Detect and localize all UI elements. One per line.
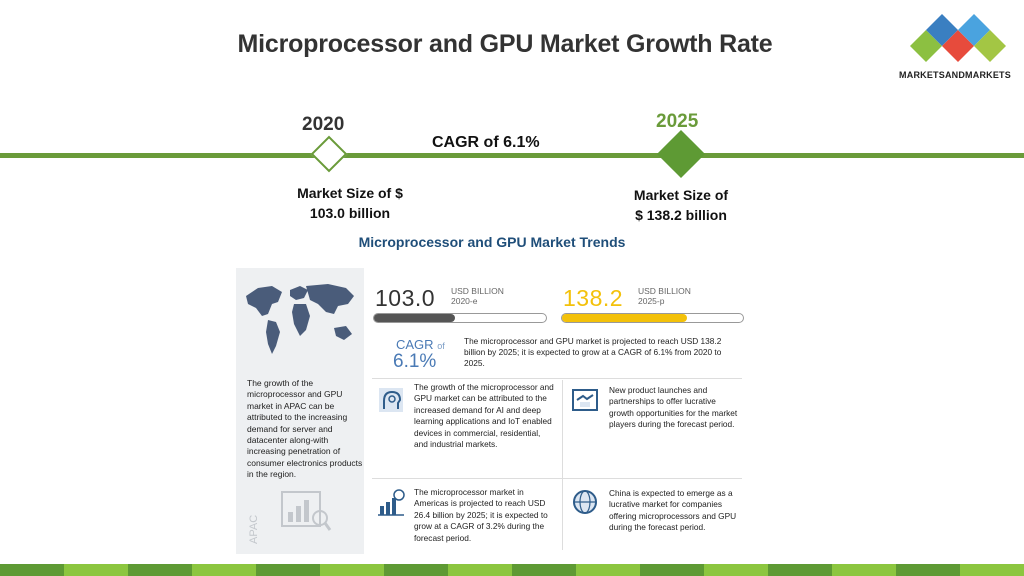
apac-chart-icon [281, 491, 332, 531]
growth-bar-icon [378, 489, 405, 516]
value-2025: 138.2 [563, 285, 624, 311]
apac-description: The growth of the microprocessor and GPU… [247, 378, 363, 480]
market-size-2020: Market Size of $ 103.0 billion [270, 183, 430, 223]
market-size-2025-line2: $ 138.2 billion [635, 207, 727, 223]
strip-segment [320, 564, 384, 576]
market-size-2025-line1: Market Size of [633, 187, 729, 203]
ai-head-icon [379, 388, 403, 412]
progress-bar-2020 [373, 313, 547, 323]
progress-fill-2020 [374, 314, 455, 322]
cagr-value: 6.1% [393, 351, 437, 372]
strip-segment [64, 564, 128, 576]
strip-segment [960, 564, 1024, 576]
strip-segment [704, 564, 768, 576]
strip-segment [448, 564, 512, 576]
card-partnerships-text: New product launches and partnerships to… [609, 385, 738, 430]
strip-segment [384, 564, 448, 576]
strip-segment [192, 564, 256, 576]
market-size-2020-line2: 103.0 billion [309, 205, 391, 221]
logo-brand-text: MARKETSANDMARKETS [899, 70, 1011, 80]
unit-2020-line1: USD BILLION [451, 286, 504, 296]
divider-horizontal-middle [372, 478, 742, 479]
marketsandmarkets-logo [910, 14, 1006, 62]
logo-diamond-green-right [974, 30, 1006, 62]
strip-segment [128, 564, 192, 576]
progress-bar-2025 [561, 313, 744, 323]
strip-segment [256, 564, 320, 576]
bottom-color-strip [0, 564, 1024, 576]
strip-segment [0, 564, 64, 576]
card-ai-text: The growth of the microprocessor and GPU… [414, 382, 554, 450]
value-2020: 103.0 [375, 285, 436, 311]
handshake-icon [572, 389, 598, 411]
projection-text: The microprocessor and GPU market is pro… [464, 336, 722, 368]
strip-segment [768, 564, 832, 576]
cagr-of: of [437, 341, 445, 351]
market-size-2025: Market Size of $ 138.2 billion [606, 185, 756, 225]
apac-label: APAC [248, 514, 260, 544]
timeline-marker-2020 [310, 135, 348, 173]
world-map-icon [246, 284, 354, 354]
strip-segment [576, 564, 640, 576]
strip-segment [896, 564, 960, 576]
slide-title: Microprocessor and GPU Market Growth Rat… [237, 30, 773, 58]
trends-infographic: Microprocessor and GPU Market Trends The… [236, 230, 748, 554]
cagr-word: CAGR [396, 337, 434, 352]
unit-2025-line2: 2025-p [638, 296, 665, 306]
divider-horizontal-top [372, 378, 742, 379]
strip-segment [832, 564, 896, 576]
unit-2020-line2: 2020-e [451, 296, 478, 306]
strip-segment [640, 564, 704, 576]
strip-segment [512, 564, 576, 576]
year-2025-label: 2025 [656, 111, 699, 132]
unit-2020: USD BILLION 2020-e [451, 286, 504, 306]
card-americas-text: The microprocessor market in Americas is… [414, 487, 548, 543]
cagr-small-label: CAGR of [396, 337, 445, 352]
timeline-line [0, 153, 1024, 158]
divider-vertical [562, 380, 563, 550]
card-china-text: China is expected to emerge as a lucrati… [609, 488, 737, 533]
unit-2025-line1: USD BILLION [638, 286, 691, 296]
market-size-2020-line1: Market Size of $ [297, 185, 403, 201]
infographic-title: Microprocessor and GPU Market Trends [358, 234, 626, 250]
progress-fill-2025 [562, 314, 687, 322]
cagr-label: CAGR of 6.1% [432, 134, 540, 151]
unit-2025: USD BILLION 2025-p [638, 286, 691, 306]
timeline-marker-2025 [656, 129, 706, 179]
apac-panel: The growth of the microprocessor and GPU… [236, 268, 364, 554]
year-2020-label: 2020 [302, 114, 345, 135]
globe-icon [573, 490, 597, 514]
